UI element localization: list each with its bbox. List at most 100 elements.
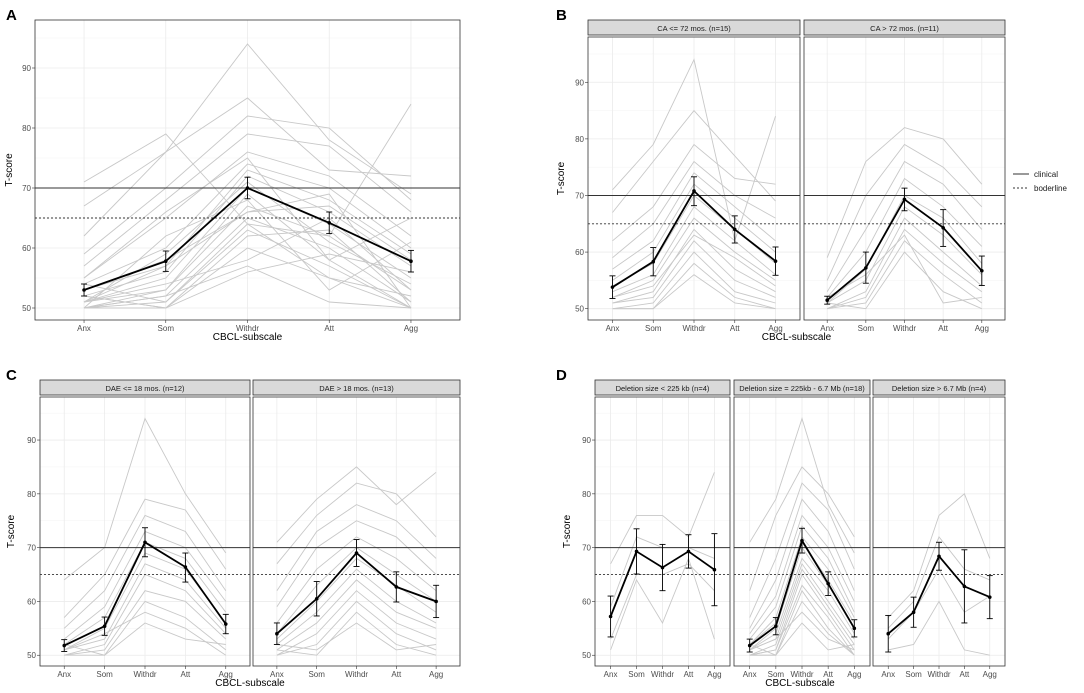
legend-clinical-label: clinical bbox=[1034, 170, 1058, 179]
mean-point bbox=[434, 599, 438, 604]
individual-line bbox=[83, 205, 412, 303]
individual-line bbox=[276, 520, 437, 608]
mean-point bbox=[275, 631, 279, 636]
mean-point bbox=[686, 549, 691, 554]
mean-point bbox=[800, 538, 804, 543]
x-tick-label: Withdr bbox=[927, 670, 950, 679]
individual-line bbox=[276, 536, 437, 624]
x-tick-label: Som bbox=[905, 670, 922, 679]
x-tick-label: Agg bbox=[219, 670, 233, 679]
y-tick-label: 60 bbox=[575, 248, 584, 257]
individual-line bbox=[276, 579, 437, 651]
facet-strip-label: Deletion size > 6.7 Mb (n=4) bbox=[892, 384, 987, 393]
y-tick-label: 60 bbox=[22, 244, 31, 253]
facet-strip bbox=[872, 379, 1006, 396]
individual-line bbox=[612, 160, 776, 259]
individual-line bbox=[827, 251, 982, 310]
y-tick-label: 50 bbox=[27, 651, 36, 660]
individual-line bbox=[84, 247, 412, 309]
facet-strip bbox=[39, 379, 251, 396]
individual-line bbox=[826, 177, 983, 298]
individual-line bbox=[83, 43, 412, 207]
individual-line bbox=[64, 563, 227, 651]
x-tick-label: Withdr bbox=[133, 670, 156, 679]
individual-line bbox=[610, 557, 715, 651]
panel-letter: C bbox=[6, 367, 17, 384]
individual-line bbox=[749, 525, 855, 640]
individual-line bbox=[276, 568, 437, 645]
facet-panel: Anx Som Withdr Att Agg bbox=[34, 19, 461, 333]
panel-letter: B bbox=[556, 7, 567, 24]
individual-line bbox=[610, 472, 715, 565]
facet-panel: CA > 72 mos. (n=11) Anx Som Withdr Att Agg bbox=[803, 19, 1006, 333]
mean-point bbox=[941, 225, 945, 230]
y-tick-label: 80 bbox=[575, 135, 584, 144]
x-tick-label: Anx bbox=[743, 670, 757, 679]
mean-point bbox=[183, 565, 188, 569]
y-tick-label: 70 bbox=[22, 184, 31, 193]
x-tick-label: Anx bbox=[606, 324, 620, 333]
mean-point bbox=[747, 643, 752, 648]
x-tick-label: Som bbox=[308, 670, 325, 679]
facet-strip bbox=[594, 379, 731, 396]
mean-point bbox=[962, 584, 967, 589]
individual-line bbox=[83, 151, 412, 279]
x-tick-label: Som bbox=[645, 324, 662, 333]
y-tick-label: 50 bbox=[575, 305, 584, 314]
y-axis-title: T-score bbox=[6, 514, 17, 548]
individual-line bbox=[83, 133, 412, 267]
mean-point bbox=[163, 259, 168, 264]
mean-point bbox=[394, 585, 399, 589]
facet-strip bbox=[252, 379, 461, 396]
individual-line bbox=[612, 228, 776, 304]
individual-line bbox=[83, 97, 412, 237]
individual-line bbox=[749, 514, 855, 634]
individual-line bbox=[827, 217, 983, 310]
x-tick-label: Som bbox=[628, 670, 645, 679]
individual-line bbox=[887, 493, 991, 618]
individual-line bbox=[827, 240, 983, 310]
individual-line bbox=[276, 504, 437, 591]
facet-strip-label: CA <= 72 mos. (n=15) bbox=[657, 24, 731, 33]
mean-point bbox=[987, 595, 992, 599]
facet-strip-label: CA > 72 mos. (n=11) bbox=[870, 24, 939, 33]
individual-line bbox=[612, 172, 776, 270]
mean-point bbox=[712, 567, 717, 572]
y-tick-label: 60 bbox=[582, 597, 591, 606]
facet-panel: Deletion size < 225 kb (n=4) Anx Som Withdr… bbox=[594, 379, 731, 679]
individual-line bbox=[826, 127, 983, 258]
x-tick-label: Att bbox=[684, 670, 695, 679]
x-tick-label: Anx bbox=[881, 670, 895, 679]
individual-line bbox=[276, 590, 437, 656]
mean-point bbox=[864, 266, 868, 270]
mean-point bbox=[223, 622, 228, 626]
x-tick-label: Som bbox=[858, 324, 875, 333]
facet-strip-label: Deletion size < 225 kb (n=4) bbox=[616, 384, 710, 393]
individual-line bbox=[83, 157, 412, 279]
y-tick-label: 50 bbox=[22, 304, 31, 313]
y-tick-label: 90 bbox=[27, 436, 36, 445]
individual-line bbox=[612, 234, 776, 298]
individual-line bbox=[83, 175, 412, 297]
facet-panel: DAE > 18 mos. (n=13) Anx Som Withdr Att Agg bbox=[252, 379, 461, 679]
individual-line bbox=[749, 622, 855, 656]
individual-line bbox=[83, 217, 412, 303]
individual-line bbox=[612, 240, 776, 304]
facet-strip bbox=[587, 19, 801, 36]
y-tick-label: 70 bbox=[582, 544, 591, 553]
y-tick-label: 90 bbox=[582, 436, 591, 445]
x-tick-label: Anx bbox=[77, 324, 91, 333]
individual-line bbox=[64, 600, 227, 656]
y-tick-label: 60 bbox=[27, 597, 36, 606]
individual-line bbox=[64, 611, 227, 656]
facet-strip bbox=[733, 379, 871, 396]
individual-line bbox=[612, 251, 776, 310]
mean-point bbox=[102, 624, 107, 628]
legend-borderline-label: boderline bbox=[1034, 184, 1067, 193]
x-tick-label: Withdr bbox=[345, 670, 368, 679]
x-tick-label: Anx bbox=[820, 324, 834, 333]
mean-point bbox=[902, 197, 907, 202]
individual-line bbox=[612, 274, 776, 310]
